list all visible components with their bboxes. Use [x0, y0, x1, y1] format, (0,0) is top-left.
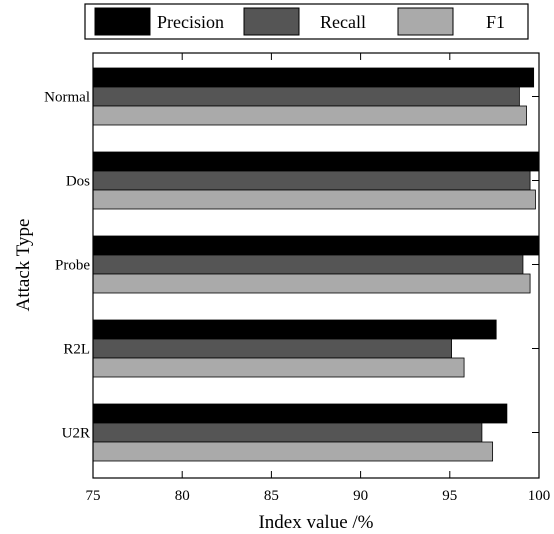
bar-u2r-precision: [92, 403, 508, 424]
bar-dos-precision: [92, 151, 540, 172]
y-tick-label-probe: Probe: [55, 258, 90, 274]
x-axis-ticks: 75 80 85 90 95 100: [86, 53, 551, 504]
bar-normal-precision: [92, 67, 535, 88]
x-tick-label: 80: [175, 488, 190, 504]
legend-frame: [84, 3, 529, 40]
bar-u2r-f1: [92, 441, 494, 462]
legend-swatch-precision: [94, 7, 151, 36]
legend-label-precision: Precision: [157, 12, 224, 32]
legend-swatch-recall: [243, 7, 300, 36]
bar-r2l-precision: [92, 319, 497, 340]
bar-normal-recall: [92, 86, 520, 107]
x-axis-title: Index value /%: [258, 512, 373, 533]
bar-normal-f1: [92, 105, 527, 126]
bar-u2r-recall: [92, 422, 483, 443]
x-tick-label: 95: [442, 488, 457, 504]
y-axis-title: Attack Type: [13, 219, 34, 312]
y-tick-label-dos: Dos: [66, 174, 90, 190]
bar-probe-recall: [92, 254, 524, 275]
plot-frame: [92, 52, 540, 479]
x-tick-label: 90: [353, 488, 368, 504]
bar-r2l-recall: [92, 338, 452, 359]
legend-label-recall: Recall: [320, 12, 366, 32]
legend-swatch-f1: [397, 7, 454, 36]
bar-probe-f1: [92, 273, 531, 294]
bar-r2l-f1: [92, 357, 465, 378]
x-tick-label: 75: [86, 488, 101, 504]
y-tick-label-u2r: U2R: [62, 426, 90, 442]
y-axis-ticks: Normal Dos Probe R2L U2R: [44, 90, 539, 442]
bar-probe-precision: [92, 235, 540, 256]
x-tick-label: 85: [264, 488, 279, 504]
y-tick-label-normal: Normal: [44, 90, 90, 106]
legend-label-f1: F1: [486, 12, 505, 32]
bar-dos-recall: [92, 170, 531, 191]
bar-dos-f1: [92, 189, 536, 210]
bar-group: [92, 67, 540, 462]
legend: Precision Recall F1: [84, 3, 529, 40]
x-tick-label: 100: [528, 488, 551, 504]
y-tick-label-r2l: R2L: [63, 342, 90, 358]
